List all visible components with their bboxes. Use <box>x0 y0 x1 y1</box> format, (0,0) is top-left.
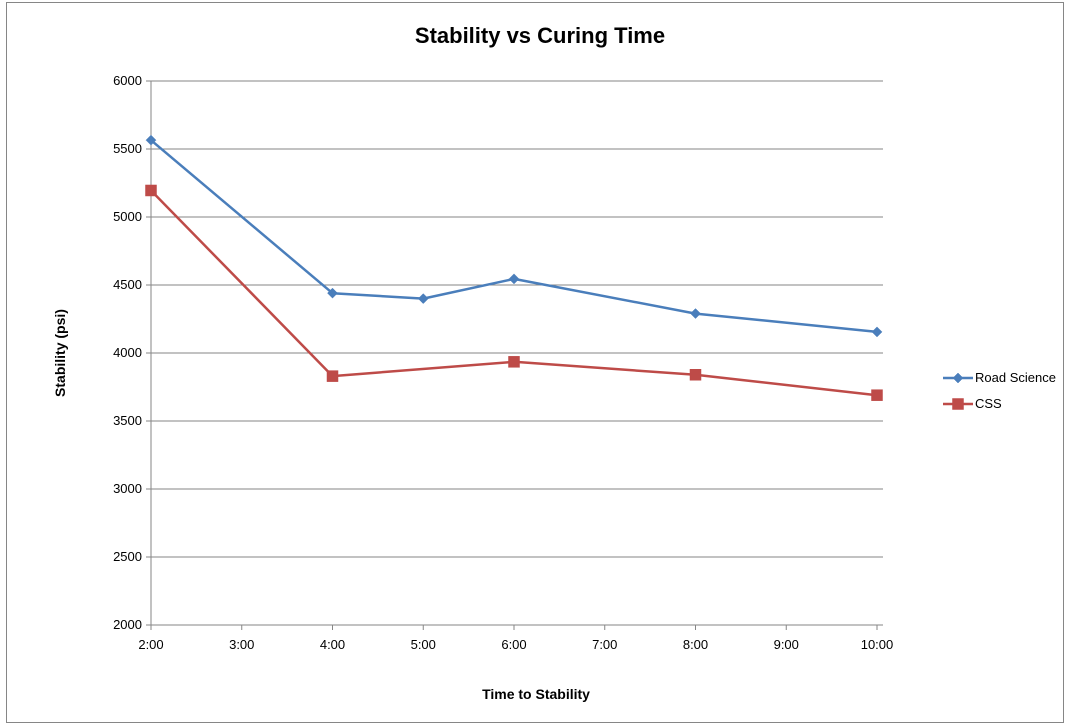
series-road-science <box>145 134 883 338</box>
x-axis-title: Time to Stability <box>482 686 590 702</box>
data-point <box>326 370 339 382</box>
series-line <box>150 139 878 334</box>
series <box>145 134 883 401</box>
y-tick-label: 4500 <box>113 277 142 292</box>
data-point <box>871 326 883 338</box>
y-tick-label: 2000 <box>113 617 142 632</box>
x-tick-label: 7:00 <box>592 637 617 652</box>
y-tick-label: 2500 <box>113 549 142 564</box>
data-point <box>690 308 701 319</box>
x-tick-label: 8:00 <box>683 637 708 652</box>
x-tick-label: 10:00 <box>861 637 894 652</box>
data-point <box>871 389 883 401</box>
legend: Road Science CSS <box>943 370 1056 411</box>
data-point <box>689 369 702 381</box>
legend-item: Road Science <box>943 370 1056 385</box>
x-tick-label: 2:00 <box>138 637 163 652</box>
data-point <box>508 273 520 285</box>
x-tick-label: 3:00 <box>229 637 254 652</box>
x-tick-labels: 2:00 3:00 4:00 5:00 6:00 7:00 8:00 9:00 10:00 <box>138 637 893 652</box>
y-tick-label: 4000 <box>113 345 142 360</box>
legend-marker <box>952 398 964 410</box>
chart-title: Stability vs Curing Time <box>415 23 665 48</box>
data-point <box>327 287 338 299</box>
y-tick-label: 5000 <box>113 209 142 224</box>
data-point <box>145 134 157 146</box>
series-css <box>145 184 883 401</box>
x-tick-label: 6:00 <box>501 637 526 652</box>
legend-item: CSS <box>943 396 1002 411</box>
y-tick-label: 5500 <box>113 141 142 156</box>
y-tick-label: 3000 <box>113 481 142 496</box>
legend-label: CSS <box>975 396 1002 411</box>
y-tick-label: 6000 <box>113 73 142 88</box>
data-point <box>145 184 157 197</box>
axes <box>146 80 883 630</box>
legend-marker <box>952 372 964 384</box>
x-tick-label: 5:00 <box>411 637 436 652</box>
data-point <box>508 356 520 368</box>
data-point <box>417 293 429 304</box>
gridlines <box>151 80 883 558</box>
x-tick-label: 9:00 <box>774 637 799 652</box>
x-tick-label: 4:00 <box>320 637 345 652</box>
y-tick-labels: 2000 2500 3000 3500 4000 4500 5000 5500 6000 <box>113 73 142 632</box>
legend-label: Road Science <box>975 370 1056 385</box>
y-axis-title: Stability (psi) <box>52 309 68 397</box>
y-tick-label: 3500 <box>113 413 142 428</box>
